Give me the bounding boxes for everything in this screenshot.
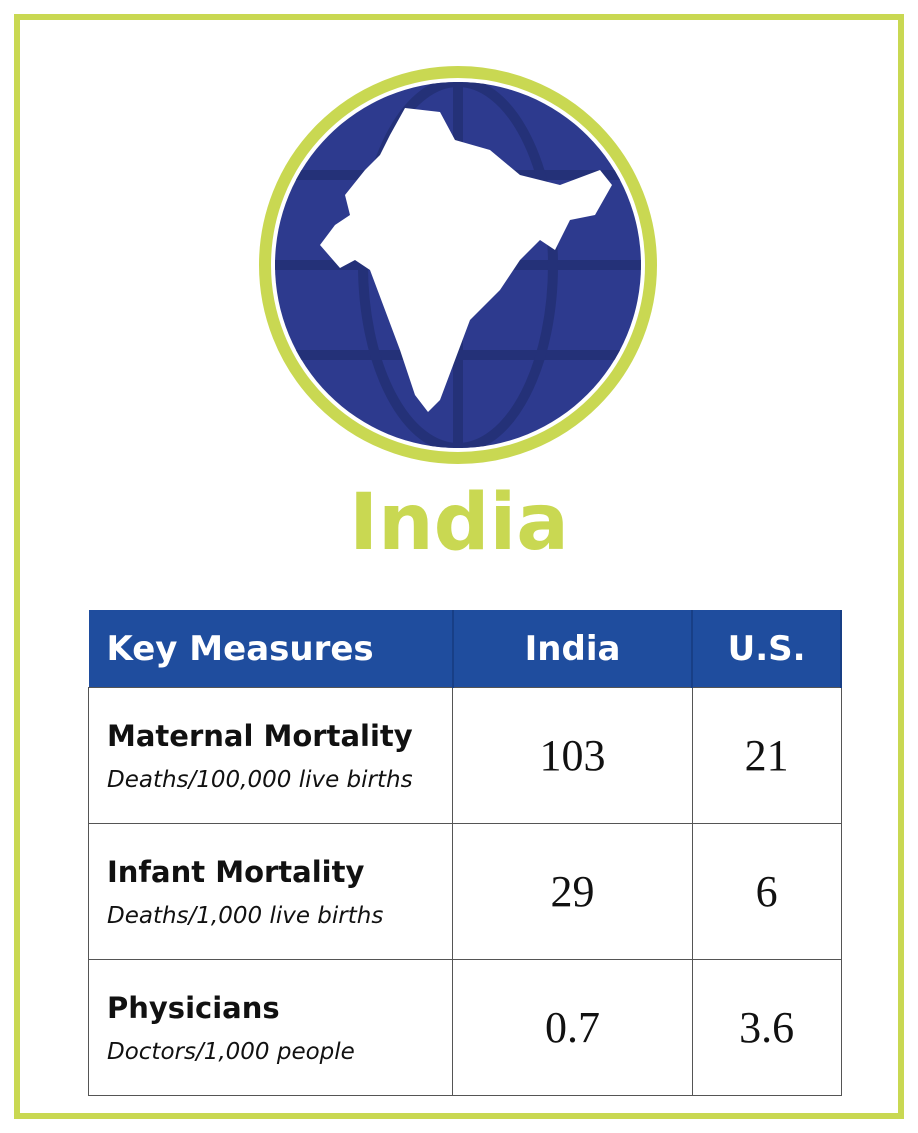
table-body: Maternal Mortality Deaths/100,000 live bi… [87, 687, 842, 1096]
measure-cell: Infant Mortality Deaths/1,000 live births [87, 823, 454, 960]
table-row: Maternal Mortality Deaths/100,000 live bi… [87, 687, 842, 824]
india-value: 0.7 [452, 959, 693, 1096]
india-value: 29 [452, 823, 693, 960]
measure-name: Infant Mortality [107, 854, 365, 889]
table-row: Infant Mortality Deaths/1,000 live births… [87, 823, 842, 960]
india-value: 103 [452, 687, 693, 824]
header-row: Key Measures India U.S. [88, 610, 842, 688]
frame [14, 14, 904, 1119]
header-cell: U.S. [692, 610, 842, 688]
us-value: 3.6 [691, 959, 842, 1096]
title: India [349, 478, 569, 568]
measure-name: Maternal Mortality [107, 718, 413, 753]
measures-table: Key Measures India U.S. Maternal Mortali… [87, 610, 842, 1096]
measure-cell: Physicians Doctors/1,000 people [87, 959, 454, 1096]
table-row: Physicians Doctors/1,000 people 0.7 3.6 [87, 959, 842, 1096]
us-value: 21 [691, 687, 842, 824]
measure-unit: Deaths/1,000 live births [107, 902, 384, 929]
us-value: 6 [691, 823, 842, 960]
globe-icon [259, 66, 657, 464]
measure-name: Physicians [107, 990, 280, 1025]
measure-unit: Doctors/1,000 people [107, 1038, 355, 1065]
header-cell: India [452, 610, 694, 688]
header-cell: Key Measures [88, 610, 454, 688]
measure-unit: Deaths/100,000 live births [107, 766, 413, 793]
measure-cell: Maternal Mortality Deaths/100,000 live bi… [87, 687, 454, 824]
